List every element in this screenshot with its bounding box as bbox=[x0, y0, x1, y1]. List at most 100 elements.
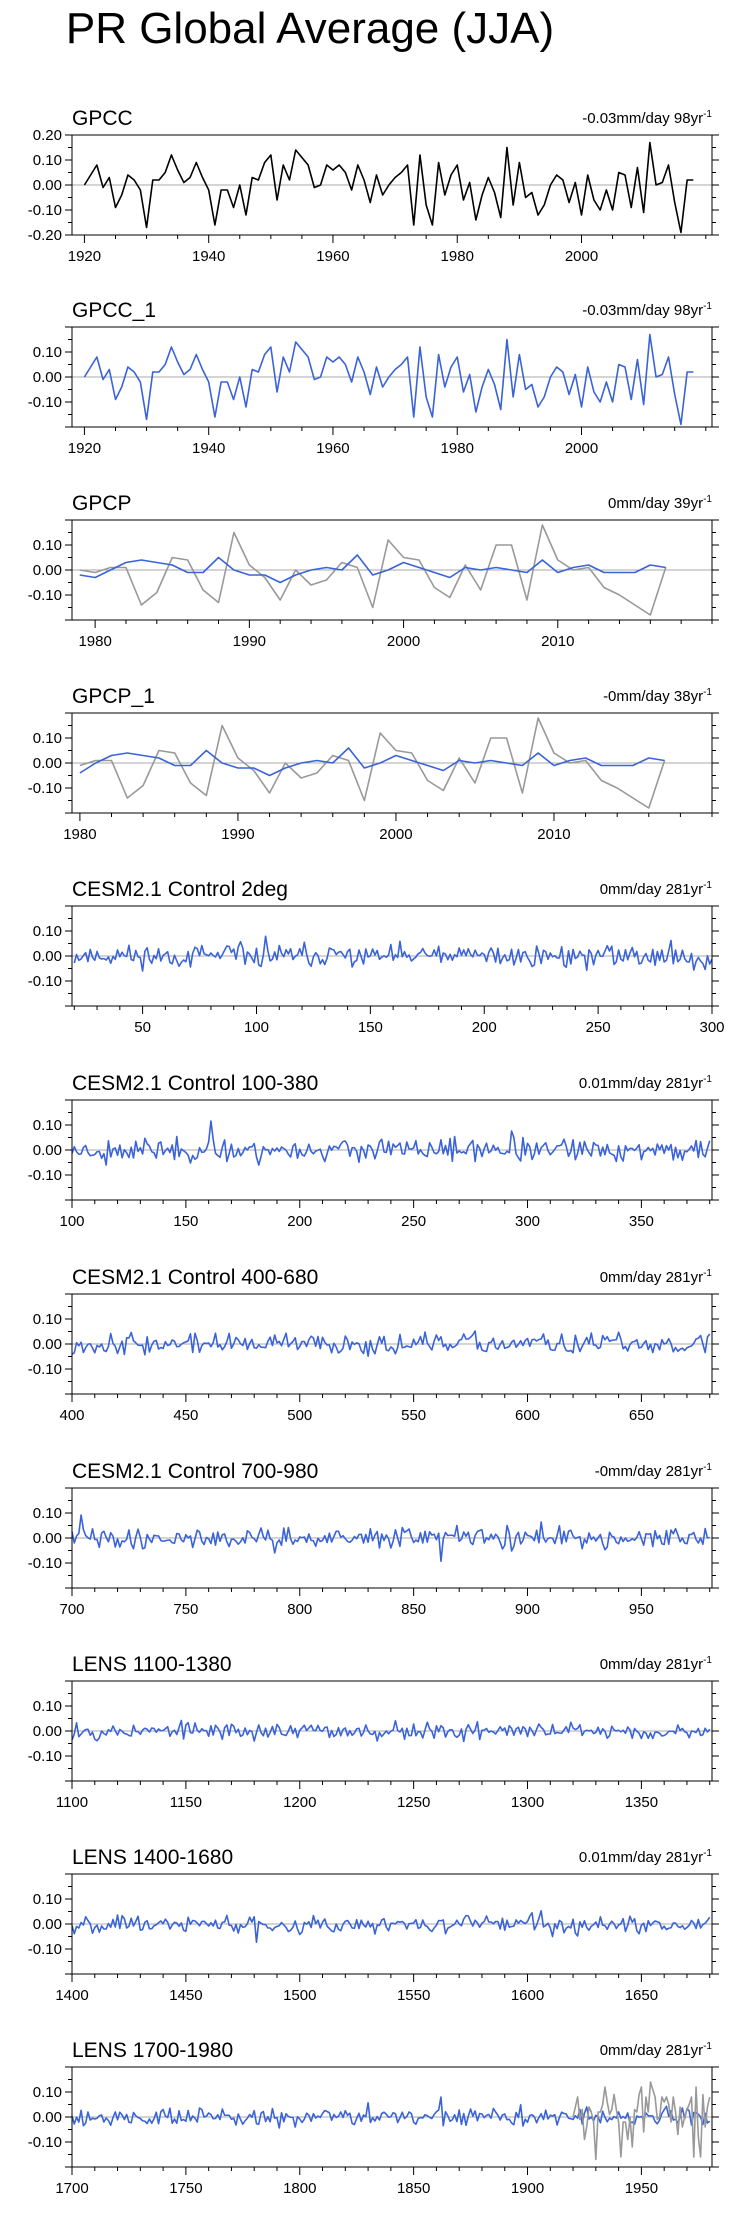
panel-title: CESM2.1 Control 100-380 bbox=[72, 1072, 318, 1095]
series-line bbox=[83, 141, 694, 234]
chart-panel: CESM2.1 Control 700-980 -0mm/day 281yr-1 0… bbox=[28, 1460, 719, 1618]
x-tick-label: 1750 bbox=[169, 2180, 202, 2197]
page-title: PR Global Average (JJA) bbox=[65, 4, 555, 53]
trend-value: 0.01mm/day 281yr bbox=[579, 1075, 703, 1092]
x-tick-label: 150 bbox=[173, 1213, 198, 1230]
x-tick-label: 850 bbox=[401, 1601, 426, 1618]
x-tick-label: 2000 bbox=[565, 248, 598, 265]
trend-exponent: -1 bbox=[703, 494, 712, 505]
y-tick-label: 0.10 bbox=[33, 1311, 62, 1328]
y-tick-label: 0.10 bbox=[33, 152, 62, 169]
x-tick-label: 1940 bbox=[192, 248, 225, 265]
y-tick-label: 0.10 bbox=[33, 1891, 62, 1908]
x-tick-label: 950 bbox=[629, 1601, 654, 1618]
trend-exponent: -1 bbox=[703, 1074, 712, 1085]
y-tick-label: -0.10 bbox=[28, 2134, 62, 2151]
trend-exponent: -1 bbox=[703, 1655, 712, 1666]
y-tick-label: -0.10 bbox=[28, 202, 62, 219]
chart-panel: LENS 1700-1980 0mm/day 281yr-1 0.10 0.00 -0.… bbox=[28, 2039, 719, 2197]
y-tick-label: 0.10 bbox=[33, 344, 62, 361]
y-tick-label: 0.00 bbox=[33, 948, 62, 965]
trend-value: 0mm/day 281yr bbox=[600, 1656, 703, 1673]
y-tick-label: -0.10 bbox=[28, 973, 62, 990]
y-tick-label: -0.10 bbox=[28, 1748, 62, 1765]
x-tick-label: 1100 bbox=[56, 1794, 88, 1811]
x-tick-label: 350 bbox=[629, 1213, 654, 1230]
trend-value: -0.03mm/day 98yr bbox=[582, 110, 703, 127]
trend-label: 0mm/day 281yr-1 bbox=[600, 880, 713, 898]
series-line bbox=[572, 2081, 711, 2161]
panel-title: GPCP_1 bbox=[72, 685, 155, 708]
panel-title: CESM2.1 Control 400-680 bbox=[72, 1266, 318, 1289]
x-tick-label: 900 bbox=[515, 1601, 540, 1618]
series-line bbox=[73, 935, 713, 972]
y-tick-label: 0.00 bbox=[33, 1530, 62, 1547]
series-line bbox=[71, 1120, 711, 1166]
trend-value: -0mm/day 38yr bbox=[603, 688, 703, 705]
x-tick-label: 750 bbox=[173, 1601, 198, 1618]
trend-value: 0mm/day 281yr bbox=[600, 2042, 703, 2059]
x-tick-label: 250 bbox=[401, 1213, 426, 1230]
y-tick-label: 0.00 bbox=[33, 1723, 62, 1740]
chart-panel: LENS 1400-1680 0.01mm/day 281yr-1 0.10 0.00… bbox=[28, 1846, 719, 2004]
trend-label: -0.03mm/day 98yr-1 bbox=[582, 109, 712, 127]
x-tick-label: 1700 bbox=[55, 2180, 88, 2197]
y-tick-label: -0.10 bbox=[28, 1555, 62, 1572]
x-tick-label: 400 bbox=[59, 1407, 84, 1424]
chart-panel: CESM2.1 Control 2deg 0mm/day 281yr-1 0.10 0… bbox=[28, 878, 725, 1036]
x-tick-label: 450 bbox=[173, 1407, 198, 1424]
x-tick-label: 1950 bbox=[625, 2180, 658, 2197]
x-tick-label: 1550 bbox=[397, 1987, 430, 2004]
x-tick-label: 2000 bbox=[387, 633, 420, 650]
x-tick-label: 1940 bbox=[192, 440, 225, 457]
x-tick-label: 300 bbox=[515, 1213, 540, 1230]
series-line bbox=[71, 1909, 711, 1944]
trend-value: 0mm/day 281yr bbox=[600, 881, 703, 898]
trend-label: -0.03mm/day 98yr-1 bbox=[582, 301, 712, 319]
trend-label: 0mm/day 281yr-1 bbox=[600, 1268, 713, 1286]
trend-exponent: -1 bbox=[703, 880, 712, 891]
series-line bbox=[71, 1514, 710, 1563]
panel-title: CESM2.1 Control 700-980 bbox=[72, 1460, 318, 1483]
trend-label: -0mm/day 38yr-1 bbox=[603, 687, 712, 705]
chart-panel: LENS 1100-1380 0mm/day 281yr-1 0.10 0.00 -0.… bbox=[28, 1653, 719, 1811]
x-tick-label: 1450 bbox=[169, 1987, 202, 2004]
trend-value: 0mm/day 39yr bbox=[608, 495, 703, 512]
x-tick-label: 2010 bbox=[537, 826, 570, 843]
x-tick-label: 1850 bbox=[397, 2180, 430, 2197]
trend-exponent: -1 bbox=[703, 301, 712, 312]
y-tick-label: 0.10 bbox=[33, 730, 62, 747]
x-tick-label: 1200 bbox=[283, 1794, 316, 1811]
panel-title: GPCP bbox=[72, 492, 132, 515]
y-tick-label: 0.00 bbox=[33, 1916, 62, 1933]
trend-exponent: -1 bbox=[703, 109, 712, 120]
y-tick-label: 0.00 bbox=[33, 1336, 62, 1353]
y-tick-label: 0.10 bbox=[33, 1698, 62, 1715]
trend-exponent: -1 bbox=[703, 2041, 712, 2052]
trend-value: 0mm/day 281yr bbox=[600, 1269, 703, 1286]
chart-panel: CESM2.1 Control 100-380 0.01mm/day 281yr-… bbox=[28, 1072, 719, 1230]
series-line bbox=[71, 2096, 711, 2129]
x-tick-label: 2000 bbox=[565, 440, 598, 457]
trend-exponent: -1 bbox=[703, 1268, 712, 1279]
y-tick-label: 0.00 bbox=[33, 177, 62, 194]
y-tick-label: 0.00 bbox=[33, 755, 62, 772]
x-tick-label: 150 bbox=[358, 1019, 383, 1036]
x-tick-label: 100 bbox=[244, 1019, 269, 1036]
x-tick-label: 250 bbox=[586, 1019, 611, 1036]
x-tick-label: 1250 bbox=[397, 1794, 430, 1811]
y-tick-label: 0.20 bbox=[33, 127, 62, 144]
x-tick-label: 1960 bbox=[316, 440, 349, 457]
chart-panel: CESM2.1 Control 400-680 0mm/day 281yr-1 0.… bbox=[28, 1266, 719, 1424]
x-tick-label: 1800 bbox=[283, 2180, 316, 2197]
x-tick-label: 1990 bbox=[221, 826, 254, 843]
trend-label: 0.01mm/day 281yr-1 bbox=[579, 1848, 713, 1866]
trend-value: -0mm/day 281yr bbox=[595, 1463, 703, 1480]
trend-value: -0.03mm/day 98yr bbox=[582, 302, 703, 319]
x-tick-label: 1960 bbox=[316, 248, 349, 265]
y-tick-label: 0.10 bbox=[33, 2084, 62, 2101]
x-tick-label: 1500 bbox=[283, 1987, 316, 2004]
y-tick-label: 0.10 bbox=[33, 1505, 62, 1522]
x-tick-label: 550 bbox=[401, 1407, 426, 1424]
y-tick-label: 0.00 bbox=[33, 369, 62, 386]
